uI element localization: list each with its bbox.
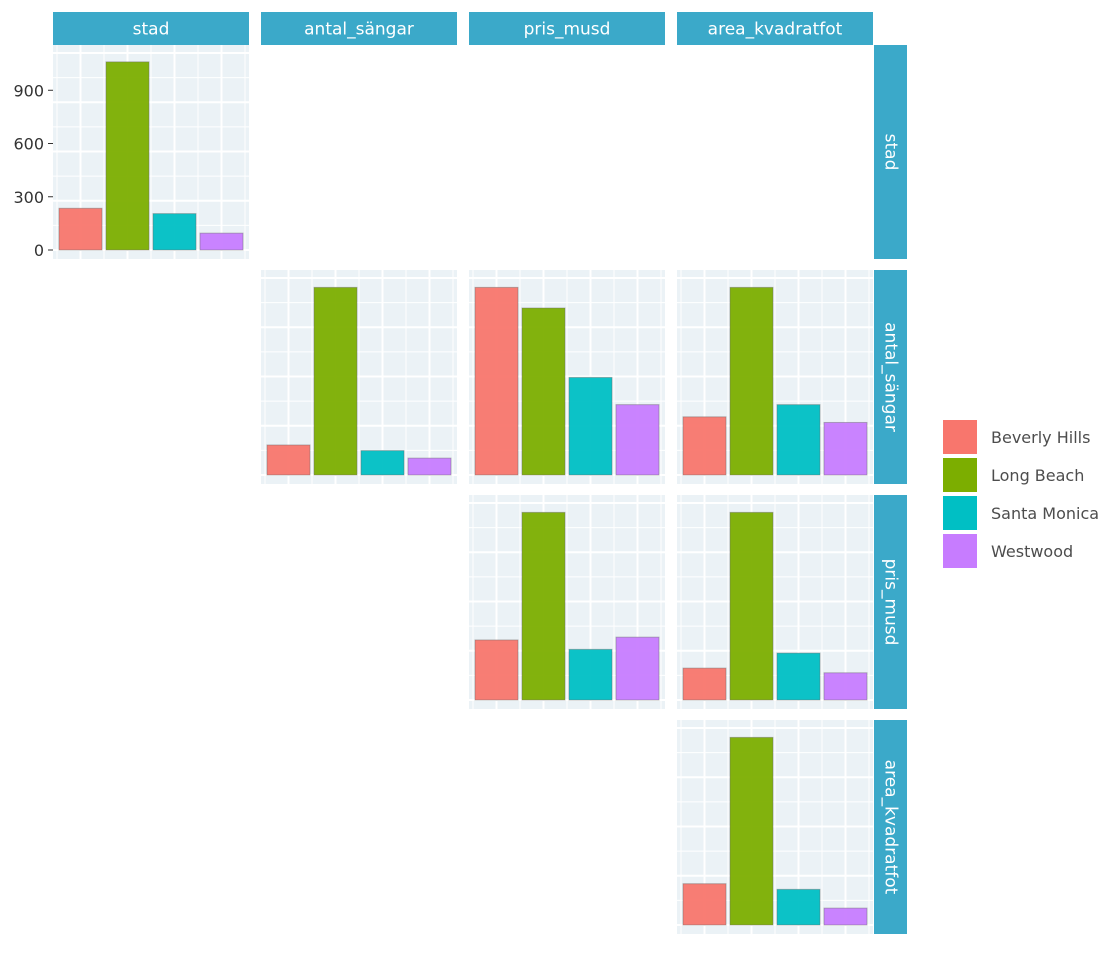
bar-westwood <box>615 636 660 701</box>
bar-santa-monica <box>152 213 197 251</box>
column-strip-antal-sangar: antal_sängar <box>261 12 457 45</box>
legend-key <box>943 496 977 530</box>
bar-long-beach <box>105 61 150 251</box>
y-tick-label: 600 <box>13 135 44 154</box>
column-strip-bg <box>261 12 457 45</box>
bar-long-beach <box>729 736 774 926</box>
row-strip-bg <box>874 495 907 709</box>
column-strip-label: pris_musd <box>524 20 611 40</box>
column-strip-label: area_kvadratfot <box>708 20 843 40</box>
legend-key <box>943 420 977 454</box>
legend-label: Santa Monica <box>991 504 1099 523</box>
bar-beverly-hills <box>474 639 519 701</box>
column-strip-pris-musd: pris_musd <box>469 12 665 45</box>
column-strip-stad: stad <box>53 12 249 45</box>
bar-santa-monica <box>360 450 405 476</box>
bar-santa-monica <box>776 888 821 926</box>
bar-beverly-hills <box>474 286 519 476</box>
column-strips: stad antal_sängar pris_musd area_kvadratfot <box>53 12 873 45</box>
bar-beverly-hills <box>58 207 103 251</box>
y-axis: 0 300 600 900 <box>13 81 53 260</box>
panel-antal-sangar-pris-musd <box>469 270 665 484</box>
bar-beverly-hills <box>682 416 727 476</box>
legend-item-long-beach: Long Beach <box>943 458 1084 492</box>
panel-antal-sangar-area-kvadratfot <box>677 270 873 484</box>
bar-long-beach <box>729 286 774 476</box>
bar-westwood <box>199 232 244 251</box>
bar-long-beach <box>313 286 358 476</box>
legend-label: Beverly Hills <box>991 428 1090 447</box>
column-strip-bg <box>677 12 873 45</box>
legend-key <box>943 458 977 492</box>
row-strip-pris-musd: pris_musd <box>874 495 907 709</box>
bar-santa-monica <box>568 376 613 476</box>
legend-key <box>943 534 977 568</box>
row-strip-antal-sangar: antal_sängar <box>874 270 907 484</box>
row-strip-area-kvadratfot: area_kvadratfot <box>874 720 907 934</box>
legend-item-santa-monica: Santa Monica <box>943 496 1099 530</box>
row-strip-bg <box>874 45 907 259</box>
legend-item-westwood: Westwood <box>943 534 1073 568</box>
column-strip-bg <box>53 12 249 45</box>
bar-long-beach <box>521 307 566 476</box>
row-strip-label: antal_sängar <box>881 322 901 432</box>
y-tick-label: 0 <box>34 241 44 260</box>
y-tick-label: 300 <box>13 188 44 207</box>
column-strip-area-kvadratfot: area_kvadratfot <box>677 12 873 45</box>
bar-santa-monica <box>776 404 821 476</box>
panels: 0 300 600 900 <box>13 45 873 934</box>
legend-label: Long Beach <box>991 466 1084 485</box>
row-strip-bg <box>874 270 907 484</box>
column-strip-label: stad <box>133 20 170 40</box>
bar-beverly-hills <box>682 883 727 926</box>
legend: Beverly Hills Long Beach Santa Monica Westw… <box>943 420 1099 568</box>
row-strip-stad: stad <box>874 45 907 259</box>
panel-stad-stad: 0 300 600 900 <box>13 45 249 260</box>
bar-santa-monica <box>568 648 613 701</box>
row-strips: stad antal_sängar pris_musd area_kvadratfot <box>874 45 907 934</box>
bar-beverly-hills <box>682 667 727 701</box>
bar-westwood <box>823 907 868 926</box>
bar-westwood <box>823 421 868 476</box>
bar-long-beach <box>729 511 774 701</box>
bar-westwood <box>407 457 452 476</box>
panel-pris-musd-area-kvadratfot <box>677 495 873 709</box>
row-strip-label: area_kvadratfot <box>881 760 901 895</box>
row-strip-label: pris_musd <box>881 559 901 646</box>
bar-santa-monica <box>776 652 821 701</box>
bar-long-beach <box>521 511 566 701</box>
panel-antal-sangar-antal-sangar <box>261 270 457 484</box>
bar-westwood <box>615 404 660 476</box>
bar-beverly-hills <box>266 444 311 476</box>
row-strip-label: stad <box>881 134 901 171</box>
legend-label: Westwood <box>991 542 1073 561</box>
column-strip-label: antal_sängar <box>304 20 414 40</box>
y-tick-label: 900 <box>13 81 44 100</box>
row-strip-bg <box>874 720 907 934</box>
legend-item-beverly-hills: Beverly Hills <box>943 420 1090 454</box>
panel-pris-musd-pris-musd <box>469 495 665 709</box>
column-strip-bg <box>469 12 665 45</box>
bar-westwood <box>823 672 868 701</box>
panel-area-kvadratfot-area-kvadratfot <box>677 720 873 934</box>
